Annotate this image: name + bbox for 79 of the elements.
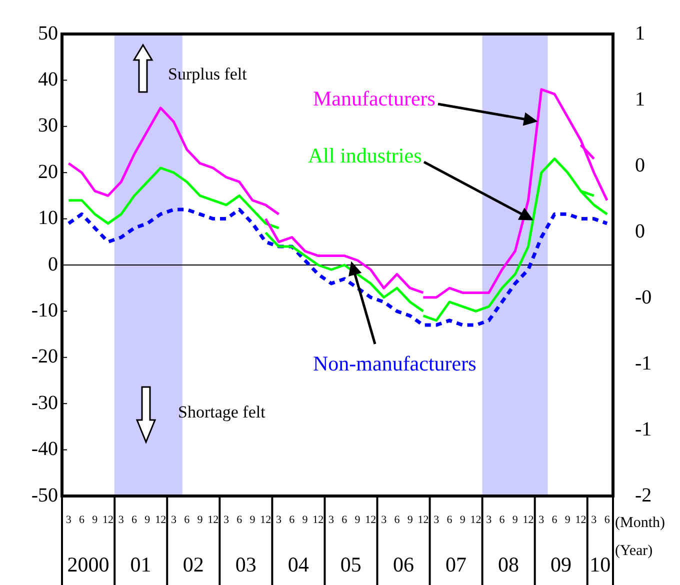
x-tick-label: 3 (276, 514, 282, 526)
y-tick-label: 40 (38, 68, 58, 90)
x-tick-label: 3 (223, 514, 230, 526)
x2-tick-label: 05 (340, 552, 362, 577)
x2-tick-label: 04 (288, 552, 310, 577)
x-tick-label: 3 (591, 514, 598, 526)
y-tick-label: 10 (38, 207, 58, 230)
y2-tick-label: 0 (635, 220, 645, 242)
x-tick-label: 3 (118, 514, 124, 526)
x2-tick-label: 07 (445, 552, 466, 577)
x-tick-label: 6 (289, 514, 296, 526)
x-tick-label: 3 (434, 514, 440, 526)
x-tick-label: 12 (312, 514, 324, 526)
x-tick-label: 6 (446, 514, 453, 526)
x-tick-label: 12 (102, 514, 114, 526)
text: (Year) (615, 542, 653, 559)
annotation: Shortage felt (178, 402, 266, 422)
x-tick-label: 9 (197, 514, 204, 526)
x-tick-label: 12 (522, 514, 534, 526)
series-label: Non-manufacturers (313, 352, 476, 376)
x-tick-label: 3 (538, 514, 545, 526)
x2-tick-label: 2000 (67, 552, 110, 577)
x2-tick-label: 08 (498, 552, 520, 577)
x-tick-label: 9 (407, 514, 414, 526)
y2-tick-label: -1 (635, 352, 652, 374)
x-tick-label: 12 (208, 514, 219, 526)
y-tick-label: -20 (31, 346, 58, 368)
x-tick-label: 6 (132, 514, 138, 526)
x-tick-label: 6 (499, 514, 506, 526)
annotation: Surplus felt (168, 64, 248, 84)
x-tick-label: 6 (604, 514, 610, 526)
x-tick-label: 9 (512, 514, 518, 526)
x-tick-label: 12 (365, 514, 376, 526)
x2-tick-label: 02 (182, 552, 204, 577)
x2-tick-label: 01 (130, 552, 152, 577)
text: (Month) (615, 514, 665, 531)
y-tick-label: 0 (48, 253, 58, 276)
text: All industries (308, 144, 422, 168)
x-tick-label: 9 (302, 514, 308, 526)
x2-tick-label: 06 (392, 552, 414, 577)
x-tick-label: 3 (381, 514, 388, 526)
y-tick-label: 50 (38, 22, 58, 44)
y2-tick-label: 0 (635, 154, 645, 176)
x-tick-label: 3 (66, 514, 72, 526)
x-tick-label: 12 (575, 514, 586, 526)
y2-tick-label: 1 (635, 22, 645, 44)
x-tick-label: 12 (260, 514, 272, 526)
y2-tick-label: -1 (635, 418, 652, 440)
text: Manufacturers (313, 86, 436, 111)
y-tick-label: -10 (31, 299, 58, 322)
x-tick-label: 3 (328, 514, 335, 526)
x-tick-label: 6 (342, 514, 348, 526)
x-tick-label: 9 (460, 514, 466, 526)
y-tick-label: 20 (38, 160, 58, 183)
x-tick-label: 3 (170, 514, 177, 526)
y2-tick-label: -2 (635, 484, 652, 506)
x2-tick-label: 10 (590, 552, 611, 577)
x-tick-label: 12 (470, 514, 482, 526)
y2-tick-label: 1 (635, 88, 645, 110)
x-tick-label: 12 (155, 514, 166, 526)
x-tick-label: 12 (418, 514, 429, 526)
y-tick-label: 30 (38, 114, 58, 137)
x-tick-label: 6 (552, 514, 558, 526)
y-tick-label: -40 (31, 438, 58, 460)
x-tick-label: 6 (394, 514, 400, 526)
x-tick-label: 6 (79, 514, 86, 526)
x-tick-label: 6 (184, 514, 190, 526)
x2-tick-label: 03 (235, 552, 256, 577)
y-tick-label: -50 (31, 484, 58, 506)
x-tick-label: 3 (486, 514, 492, 526)
x-tick-label: 9 (144, 514, 151, 526)
y-tick-label: -30 (31, 392, 58, 414)
x-tick-label: 6 (236, 514, 243, 526)
x-tick-label: 9 (564, 514, 571, 526)
x2-tick-label: 09 (550, 552, 572, 577)
x-tick-label: 9 (354, 514, 361, 526)
x-tick-label: 9 (92, 514, 98, 526)
y2-tick-label: -0 (635, 286, 652, 308)
x-tick-label: 9 (250, 514, 256, 526)
